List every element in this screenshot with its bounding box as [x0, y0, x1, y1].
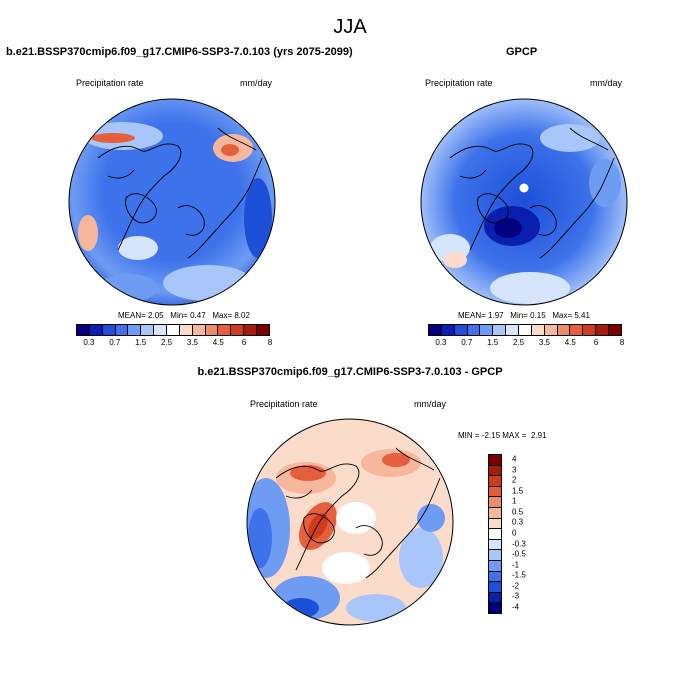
- diff-units-label: mm/day: [414, 399, 447, 409]
- colorbar-swatch: [489, 560, 501, 572]
- colorbar-tick-label: 0.3: [83, 338, 95, 347]
- colorbar-swatch: [493, 325, 507, 335]
- colorbar-swatch: [489, 486, 501, 498]
- colorbar-tick-label: -0.5: [512, 549, 526, 559]
- colorbar-swatch: [489, 592, 501, 604]
- colorbar-swatch: [489, 550, 501, 561]
- colorbar-swatch: [489, 582, 501, 593]
- colorbar-swatch: [441, 325, 455, 335]
- diff-colorbar: [488, 454, 502, 614]
- colorbar-swatch: [467, 325, 481, 335]
- colorbar-swatch: [218, 325, 232, 335]
- colorbar-tick-label: 3.5: [538, 338, 550, 347]
- obs-stats: MEAN= 1.97 Min= 0.15 Max= 5.41: [458, 311, 590, 320]
- colorbar-tick-label: 0.7: [461, 338, 473, 347]
- colorbar-swatch: [77, 325, 90, 335]
- page-title: JJA: [333, 16, 367, 38]
- colorbar-tick-label: -2: [512, 581, 520, 591]
- colorbar-swatch: [141, 325, 155, 335]
- colorbar-swatch: [557, 325, 571, 335]
- colorbar-swatch: [609, 325, 621, 335]
- colorbar-tick-label: 1.5: [135, 338, 147, 347]
- colorbar-tick-label: 0.7: [109, 338, 121, 347]
- colorbar-tick-label: 2.5: [512, 338, 525, 347]
- diff-polar-map: [246, 418, 454, 626]
- colorbar-swatch: [531, 325, 545, 335]
- colorbar-tick-label: 6: [593, 338, 599, 347]
- model-colorbar: 0.3 0.7 1.5 2.5 3.5 4.5 6 8: [76, 324, 273, 348]
- colorbar-swatch: [570, 325, 584, 335]
- obs-polar-map: [420, 98, 628, 306]
- colorbar-tick-label: 0.5: [512, 507, 524, 517]
- colorbar-swatch: [454, 325, 468, 335]
- colorbar-tick-label: -0.3: [512, 539, 526, 549]
- colorbar-tick-label: 0.3: [435, 338, 447, 347]
- colorbar-tick-label: 2: [512, 475, 517, 485]
- colorbar-tick-label: -1.5: [512, 570, 526, 580]
- colorbar-tick-label: -3: [512, 591, 520, 601]
- diff-colorbar-ticks: 4 3 2 1.5 1 0.5 0.3 0 -0.3 -0.5 -1 -1.5 -2 -3 -4: [512, 454, 542, 612]
- colorbar-tick-label: 4.5: [564, 338, 576, 347]
- colorbar-swatch: [102, 325, 116, 335]
- colorbar-swatch: [154, 325, 168, 335]
- colorbar-swatch: [489, 518, 501, 530]
- colorbar-swatch: [167, 325, 180, 335]
- model-stats: MEAN= 2.05 Min= 0.47 Max= 8.02: [118, 311, 250, 320]
- obs-units-label: mm/day: [590, 78, 623, 88]
- colorbar-swatch: [489, 603, 501, 613]
- obs-variable-label: Precipitation rate: [425, 78, 493, 88]
- colorbar-tick-label: 8: [267, 338, 273, 347]
- colorbar-swatch: [489, 507, 501, 519]
- colorbar-swatch: [231, 325, 245, 335]
- colorbar-tick-label: -1: [512, 560, 520, 570]
- model-panel-title: b.e21.BSSP370cmip6.f09_g17.CMIP6-SSP3-7.…: [6, 46, 353, 58]
- colorbar-tick-label: 3: [512, 465, 517, 475]
- obs-panel-title: GPCP: [506, 46, 538, 58]
- colorbar-tick-label: 4.5: [212, 338, 224, 347]
- colorbar-tick-label: -4: [512, 602, 520, 612]
- model-polar-map: [68, 98, 276, 306]
- colorbar-swatch: [596, 325, 610, 335]
- colorbar-swatch: [544, 325, 558, 335]
- colorbar-swatch: [489, 497, 501, 508]
- diff-stats: MIN = -2.15 MAX = 2.91: [458, 431, 547, 440]
- colorbar-swatch: [583, 325, 597, 335]
- colorbar-tick-label: 0: [512, 528, 517, 538]
- obs-colorbar: 0.3 0.7 1.5 2.5 3.5 4.5 6 8: [428, 324, 625, 348]
- colorbar-tick-label: 1.5: [487, 338, 499, 347]
- colorbar-swatch: [244, 325, 258, 335]
- colorbar-swatch: [192, 325, 206, 335]
- colorbar-swatch: [89, 325, 103, 335]
- colorbar-swatch: [179, 325, 193, 335]
- colorbar-tick-label: 3.5: [186, 338, 198, 347]
- diff-variable-label: Precipitation rate: [250, 399, 318, 409]
- colorbar-swatch: [429, 325, 442, 335]
- colorbar-swatch: [489, 465, 501, 477]
- colorbar-tick-label: 4: [512, 454, 517, 464]
- colorbar-swatch: [115, 325, 129, 335]
- colorbar-tick-label: 1.5: [512, 486, 524, 496]
- colorbar-swatch: [128, 325, 142, 335]
- colorbar-swatch: [489, 529, 501, 540]
- colorbar-tick-label: 8: [619, 338, 625, 347]
- colorbar-tick-label: 1: [512, 496, 517, 506]
- colorbar-swatch: [489, 571, 501, 583]
- model-variable-label: Precipitation rate: [76, 78, 144, 88]
- colorbar-swatch: [489, 476, 501, 487]
- colorbar-swatch: [519, 325, 532, 335]
- colorbar-tick-label: 6: [241, 338, 247, 347]
- colorbar-swatch: [489, 455, 501, 466]
- colorbar-swatch: [205, 325, 219, 335]
- colorbar-tick-label: 0.3: [512, 517, 524, 527]
- colorbar-swatch: [257, 325, 269, 335]
- model-units-label: mm/day: [240, 78, 273, 88]
- colorbar-tick-label: 2.5: [160, 338, 173, 347]
- colorbar-swatch: [489, 539, 501, 551]
- colorbar-swatch: [480, 325, 494, 335]
- diff-panel-title: b.e21.BSSP370cmip6.f09_g17.CMIP6-SSP3-7.…: [197, 366, 503, 378]
- colorbar-swatch: [506, 325, 520, 335]
